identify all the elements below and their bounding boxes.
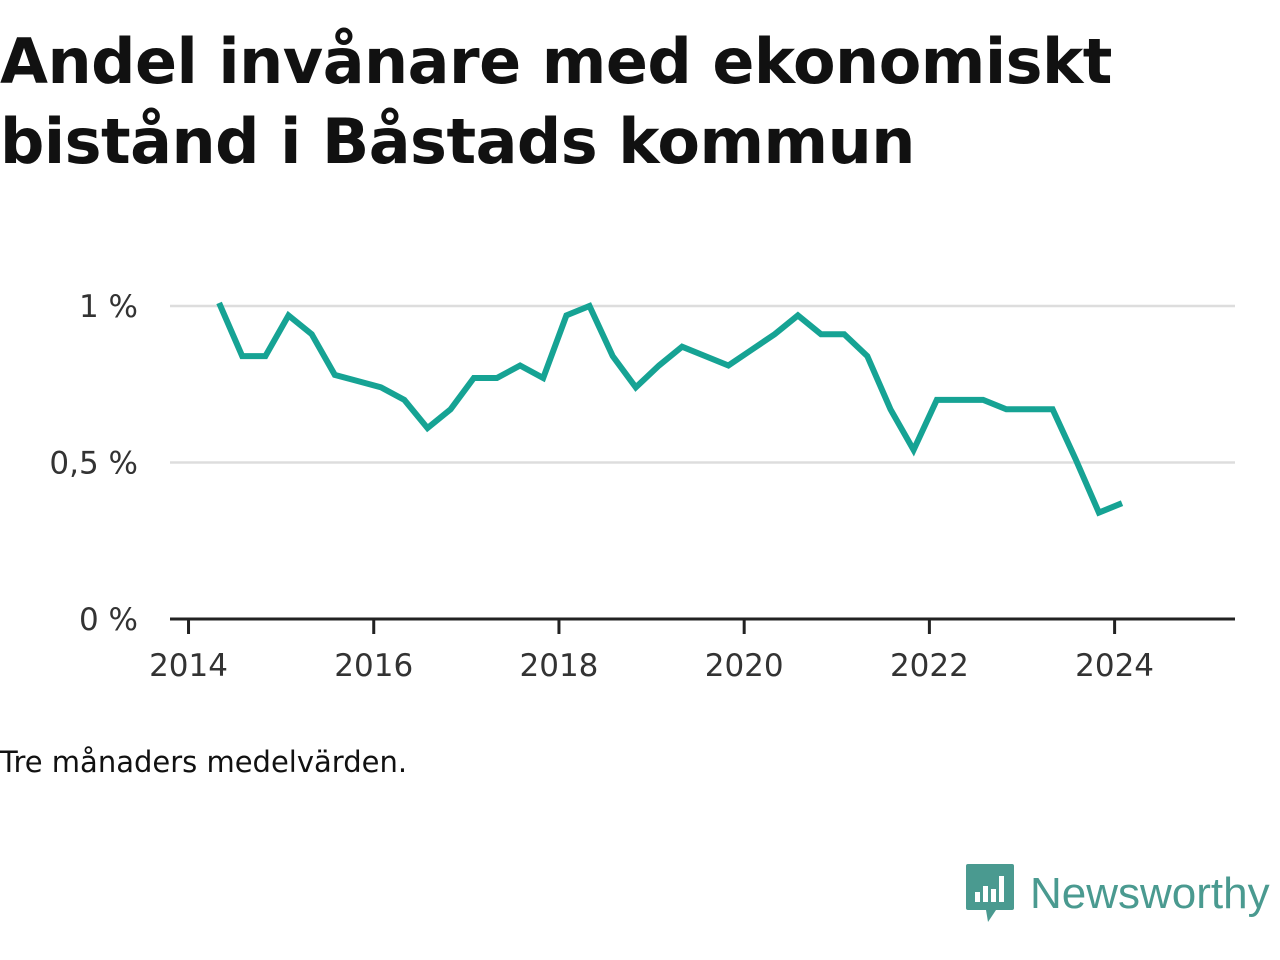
series-line <box>216 301 1124 517</box>
x-tick-label-0: 2014 <box>149 648 228 684</box>
x-tick-labels: 2014 2016 2018 2020 2022 2024 <box>149 648 1154 684</box>
brand-logo: Newsworthy <box>964 862 1270 926</box>
newsworthy-logo-icon <box>966 864 1014 922</box>
footnote: Tre månaders medelvärden. <box>0 745 408 779</box>
x-tick-label-5: 2024 <box>1075 648 1154 684</box>
grid-lines <box>170 304 1235 464</box>
chart-title: Andel invånare med ekonomiskt bistånd i … <box>0 25 1112 178</box>
y-tick-label-0: 0 % <box>79 602 138 638</box>
x-tick-label-3: 2020 <box>705 648 784 684</box>
y-tick-label-2: 1 % <box>79 289 138 325</box>
x-ticks <box>187 619 1117 634</box>
brand-name: Newsworthy <box>1030 869 1270 918</box>
x-tick-label-1: 2016 <box>334 648 413 684</box>
x-tick-label-4: 2022 <box>890 648 969 684</box>
y-tick-label-1: 0,5 % <box>49 446 138 482</box>
y-tick-labels: 0 % 0,5 % 1 % <box>49 289 138 638</box>
x-tick-label-2: 2018 <box>520 648 599 684</box>
